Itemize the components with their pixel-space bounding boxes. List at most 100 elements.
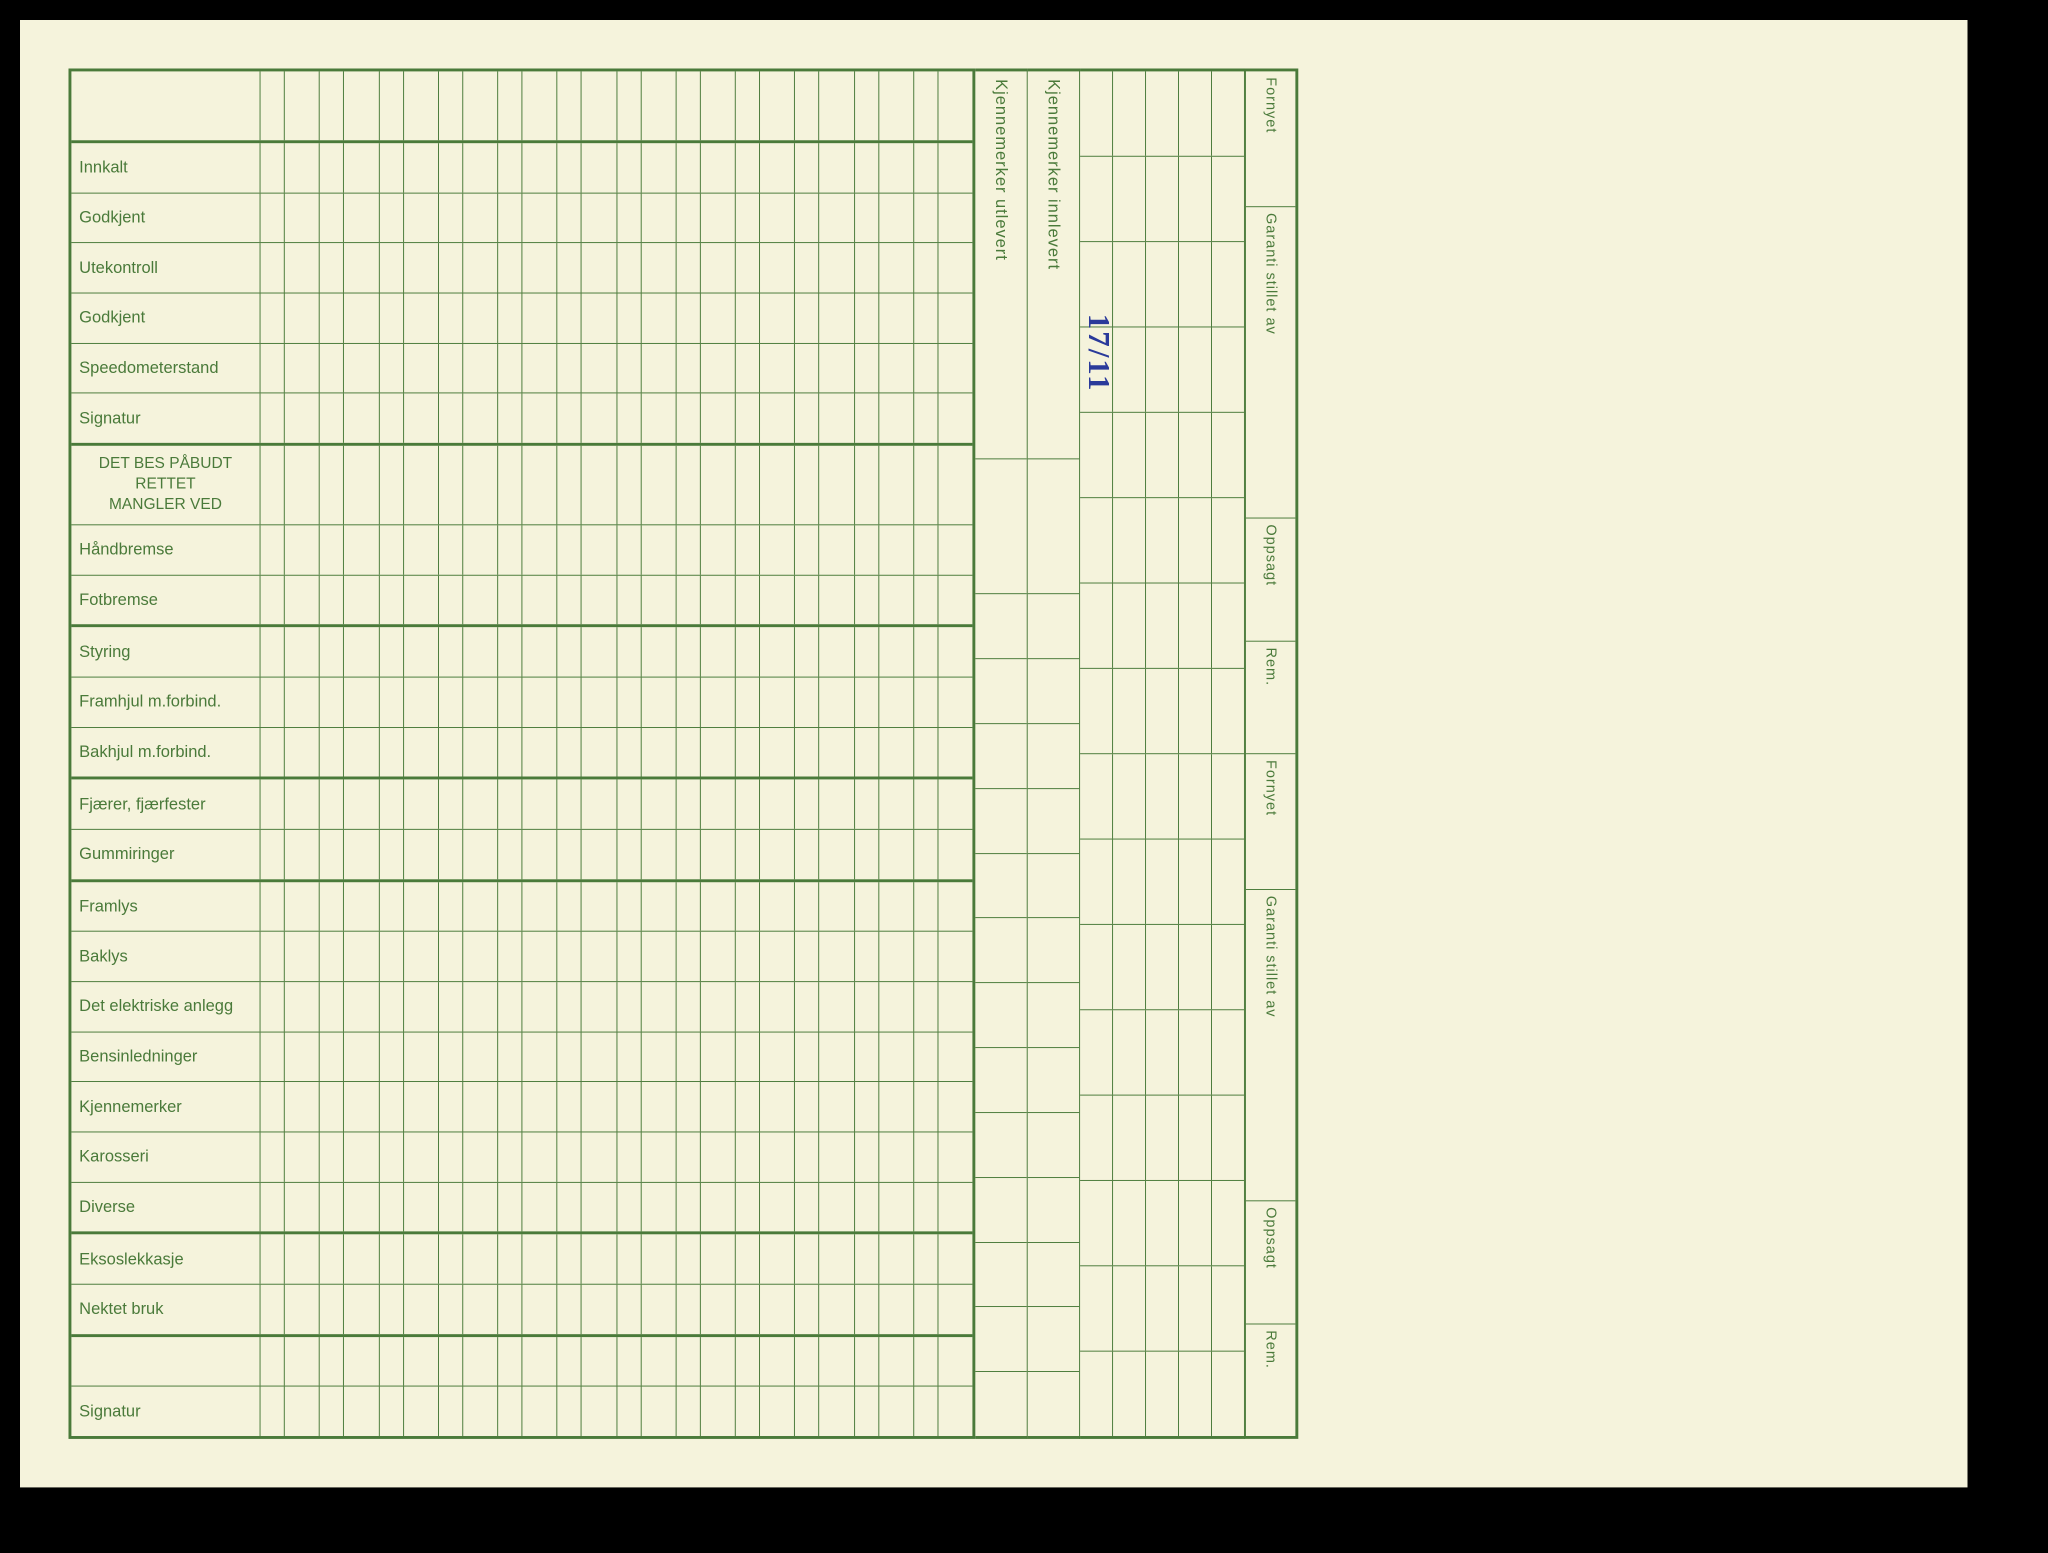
grid-cell: [582, 882, 617, 931]
vertical-header-label: Kjennemerker utlevert: [991, 79, 1010, 261]
right-grid-row: [1080, 1266, 1244, 1351]
grid-cell: [914, 1133, 938, 1182]
grid-cell: [261, 1387, 285, 1436]
grid-cells: [261, 982, 973, 1031]
grid-cell: [855, 882, 879, 931]
right-grid-cell: [1146, 1181, 1179, 1265]
grid-cells: [261, 344, 973, 393]
grid-cell: [558, 678, 582, 727]
grid-cell: [617, 982, 641, 1031]
grid-cell: [736, 1387, 760, 1436]
grid-cell: [760, 243, 795, 292]
status-label: Rem.: [1262, 648, 1278, 687]
right-grid-cell: [1212, 669, 1244, 753]
grid-cell: [879, 1337, 914, 1386]
right-grid-cell: [1113, 1266, 1146, 1350]
right-grid-cell: [1080, 157, 1113, 241]
section-header-line: DET BES PÅBUDT RETTET: [77, 455, 254, 495]
row-label: [71, 1337, 260, 1386]
grid-cell: [760, 394, 795, 443]
right-grid-cell: [1179, 1181, 1212, 1265]
main-container: InnkaltGodkjentUtekontrollGodkjentSpeedo…: [68, 68, 1928, 1438]
right-grid-row: [1080, 498, 1244, 583]
grid-cell: [285, 1337, 320, 1386]
right-grid-row: [1080, 583, 1244, 668]
status-label: Oppsagt: [1262, 1207, 1278, 1269]
grid-cell: [285, 71, 320, 140]
row-label: Framhjul m.forbind.: [71, 678, 260, 727]
grid-cell: [617, 1183, 641, 1232]
table-row: Innkalt: [71, 143, 972, 193]
row-label: Speedometerstand: [71, 344, 260, 393]
status-cell: Garanti stillet av: [1246, 207, 1295, 518]
grid-cell: [676, 1133, 700, 1182]
grid-cell: [617, 193, 641, 242]
grid-cell: [701, 628, 736, 677]
grid-cell: [617, 1133, 641, 1182]
grid-cell: [760, 193, 795, 242]
grid-cell: [261, 293, 285, 342]
grid-cell: [523, 525, 558, 574]
grid-cell: [736, 678, 760, 727]
right-grid-cell: [1212, 925, 1244, 1009]
grid-cell: [498, 678, 522, 727]
right-grid-row: [1080, 1010, 1244, 1095]
grid-cell: [558, 293, 582, 342]
grid-cell: [617, 243, 641, 292]
grid-cell: [523, 932, 558, 981]
grid-cell: [938, 71, 972, 140]
right-grid-row: [1080, 925, 1244, 1010]
grid-cell: [617, 728, 641, 777]
grid-cell: [463, 394, 498, 443]
vertical-body: [975, 459, 1026, 1436]
grid-cell: [938, 780, 972, 829]
grid-cell: [261, 71, 285, 140]
grid-cell: [558, 525, 582, 574]
grid-cell: [938, 243, 972, 292]
grid-cell: [879, 882, 914, 931]
right-grid-cell: [1080, 1010, 1113, 1094]
grid-cell: [676, 446, 700, 525]
grid-cell: [914, 143, 938, 192]
grid-cell: [523, 71, 558, 140]
grid-cell: [736, 344, 760, 393]
grid-cell: [285, 1082, 320, 1131]
grid-cell: [523, 728, 558, 777]
grid-cell: [676, 678, 700, 727]
grid-cell: [676, 394, 700, 443]
grid-cell: [820, 1285, 855, 1334]
grid-cell: [523, 243, 558, 292]
grid-cell: [820, 830, 855, 879]
grid-cell: [855, 143, 879, 192]
grid-cell: [463, 780, 498, 829]
grid-cell: [498, 1082, 522, 1131]
grid-cell: [879, 394, 914, 443]
right-grid-cell: [1179, 1096, 1212, 1180]
grid-cell: [676, 780, 700, 829]
grid-cell: [261, 243, 285, 292]
grid-cell: [641, 678, 676, 727]
grid-cell: [795, 1133, 819, 1182]
row-label: Karosseri: [71, 1133, 260, 1182]
grid-cell: [795, 193, 819, 242]
grid-cell: [879, 1235, 914, 1284]
grid-cell: [676, 1285, 700, 1334]
grid-cell: [914, 882, 938, 931]
grid-cell: [344, 525, 379, 574]
grid-cell: [820, 628, 855, 677]
right-grid-cell: [1113, 71, 1146, 155]
grid-cell: [879, 446, 914, 525]
right-grid-cell: [1179, 840, 1212, 924]
grid-cell: [582, 1337, 617, 1386]
grid-cell: [582, 143, 617, 192]
grid-cell: [558, 1285, 582, 1334]
grid-cell: [404, 1133, 439, 1182]
vertical-cell: [975, 594, 1026, 659]
grid-cell: [914, 1183, 938, 1232]
grid-cell: [582, 394, 617, 443]
right-grid-cell: [1080, 840, 1113, 924]
grid-cell: [439, 71, 463, 140]
right-grid-cell: [1146, 242, 1179, 326]
grid-cell: [320, 71, 344, 140]
grid-cell: [320, 1032, 344, 1081]
